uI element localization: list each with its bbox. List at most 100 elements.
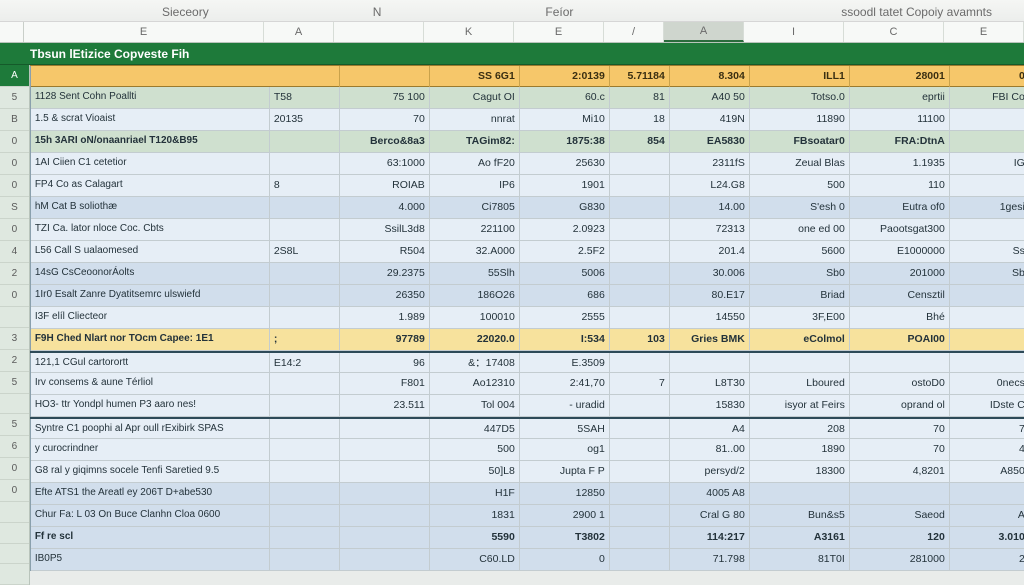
data-cell[interactable]: 8 (270, 175, 340, 197)
data-cell[interactable]: C60.LD (430, 549, 520, 571)
data-cell[interactable]: 2 (950, 549, 1024, 571)
row-number[interactable]: 3 (0, 328, 29, 350)
data-cell[interactable] (340, 461, 430, 483)
data-cell[interactable]: 29.2375 (340, 263, 430, 285)
data-cell[interactable]: 2311fS (670, 153, 750, 175)
data-cell[interactable] (950, 307, 1024, 329)
data-cell[interactable]: og1 (520, 439, 610, 461)
data-cell[interactable]: 4.000 (340, 197, 430, 219)
data-cell[interactable]: Paootsgat300 (850, 219, 950, 241)
row-description-cell[interactable]: 1128 Sent Cohn Poallti (30, 87, 270, 109)
data-cell[interactable]: 18300 (750, 461, 850, 483)
table-row[interactable]: 14sG CsCeoonorÁolts29.237555Slh500630.00… (30, 263, 1024, 285)
data-cell[interactable]: L8T30 (670, 373, 750, 395)
data-cell[interactable] (950, 285, 1024, 307)
data-cell[interactable]: 14.00 (670, 197, 750, 219)
row-description-cell[interactable]: TZI Ca. lator nloce Coc. Cbts (30, 219, 270, 241)
data-cell[interactable]: Cral G 80 (670, 505, 750, 527)
data-cell[interactable] (610, 197, 670, 219)
data-cell[interactable]: 500 (750, 175, 850, 197)
data-cell[interactable]: A4 (670, 419, 750, 441)
data-cell[interactable]: ; (270, 329, 340, 351)
data-cell[interactable]: 70 (340, 109, 430, 131)
data-cell[interactable]: eColmol (750, 329, 850, 351)
data-cell[interactable]: 201.4 (670, 241, 750, 263)
data-cell[interactable]: 7 (610, 373, 670, 395)
row-description-cell[interactable]: F9H Ched Nlart nor TOcm Capee: 1E1 (30, 329, 270, 351)
data-cell[interactable]: S'esh 0 (750, 197, 850, 219)
table-row[interactable]: 15h 3ARI oN/onaanriael T120&B95Berco&8a3… (30, 131, 1024, 153)
data-cell[interactable]: eprtii (850, 87, 950, 109)
data-cell[interactable]: E1000000 (850, 241, 950, 263)
data-cell[interactable] (850, 483, 950, 505)
column-header[interactable] (334, 22, 424, 43)
row-description-cell[interactable]: IB0P5 (30, 549, 270, 571)
data-cell[interactable]: 23.511 (340, 395, 430, 417)
data-cell[interactable] (750, 353, 850, 375)
column-header[interactable]: E (514, 22, 604, 43)
data-cell[interactable]: 70 (850, 439, 950, 461)
data-cell[interactable]: 3F,E00 (750, 307, 850, 329)
header-cell[interactable]: 2:0139 (520, 66, 610, 88)
data-cell[interactable] (610, 395, 670, 417)
data-cell[interactable] (340, 505, 430, 527)
data-cell[interactable]: SsilL3d8 (340, 219, 430, 241)
table-row[interactable]: 1AI Ciien C1 cetetior63:1000Ao fF2025630… (30, 153, 1024, 175)
data-cell[interactable]: 96 (340, 353, 430, 375)
data-cell[interactable]: 75 100 (340, 87, 430, 109)
data-cell[interactable]: 1901 (520, 175, 610, 197)
column-header[interactable]: E (24, 22, 264, 43)
data-cell[interactable] (270, 439, 340, 461)
data-cell[interactable]: 72313 (670, 219, 750, 241)
data-cell[interactable]: H1F (430, 483, 520, 505)
data-cell[interactable]: 500 (430, 439, 520, 461)
data-cell[interactable]: 447D5 (430, 419, 520, 441)
data-cell[interactable]: 5SAH (520, 419, 610, 441)
row-description-cell[interactable]: 1AI Ciien C1 cetetior (30, 153, 270, 175)
table-row[interactable]: Chur Fa: L 03 On Buce Clanhn Cloa 060018… (30, 505, 1024, 527)
data-cell[interactable] (610, 505, 670, 527)
data-cell[interactable]: 221100 (430, 219, 520, 241)
data-cell[interactable]: 1gesi (950, 197, 1024, 219)
row-number[interactable]: 4 (0, 241, 29, 263)
data-cell[interactable]: 4 (950, 439, 1024, 461)
data-cell[interactable]: 55Slh (430, 263, 520, 285)
data-cell[interactable]: oprand ol (850, 395, 950, 417)
data-cell[interactable]: 81..00 (670, 439, 750, 461)
data-cell[interactable]: 5600 (750, 241, 850, 263)
row-description-cell[interactable]: Efte ATS1 the Areatl ey 206T D+abe530 (30, 483, 270, 505)
data-cell[interactable] (270, 131, 340, 153)
data-cell[interactable]: 32.A000 (430, 241, 520, 263)
row-number[interactable]: 0 (0, 131, 29, 153)
row-description-cell[interactable]: 1.5 & scrat Vioaist (30, 109, 270, 131)
data-cell[interactable]: 208 (750, 419, 850, 441)
header-cell[interactable]: 28001 (850, 66, 950, 88)
data-cell[interactable]: 4005 A8 (670, 483, 750, 505)
data-cell[interactable]: nnrat (430, 109, 520, 131)
data-cell[interactable]: Saeod (850, 505, 950, 527)
data-cell[interactable]: 2900 1 (520, 505, 610, 527)
data-cell[interactable] (270, 307, 340, 329)
data-cell[interactable]: POAI00 (850, 329, 950, 351)
data-cell[interactable]: Zeual Blas (750, 153, 850, 175)
data-cell[interactable]: 5590 (430, 527, 520, 549)
row-gutter-head[interactable]: A (0, 65, 29, 87)
data-cell[interactable]: A850 (950, 461, 1024, 483)
row-number[interactable]: 2 (0, 350, 29, 372)
row-description-cell[interactable]: 121,1 CGul cartorortt (30, 353, 270, 375)
data-cell[interactable]: Gries BMK (670, 329, 750, 351)
data-cell[interactable]: 26350 (340, 285, 430, 307)
data-cell[interactable]: 100010 (430, 307, 520, 329)
row-number[interactable]: 6 (0, 436, 29, 458)
header-cell[interactable] (340, 66, 430, 88)
data-cell[interactable]: &：17408 (430, 353, 520, 375)
table-row[interactable]: 121,1 CGul cartororttE14:296&：17408E.350… (30, 351, 1024, 373)
grid[interactable]: SS 6G12:01395.711848.304ILL1280010 1128 … (30, 65, 1024, 585)
data-cell[interactable] (610, 419, 670, 441)
data-cell[interactable]: 71.798 (670, 549, 750, 571)
data-cell[interactable]: 2.0923 (520, 219, 610, 241)
data-cell[interactable] (270, 527, 340, 549)
data-cell[interactable]: Briad (750, 285, 850, 307)
row-number[interactable]: B (0, 109, 29, 131)
data-cell[interactable] (750, 483, 850, 505)
